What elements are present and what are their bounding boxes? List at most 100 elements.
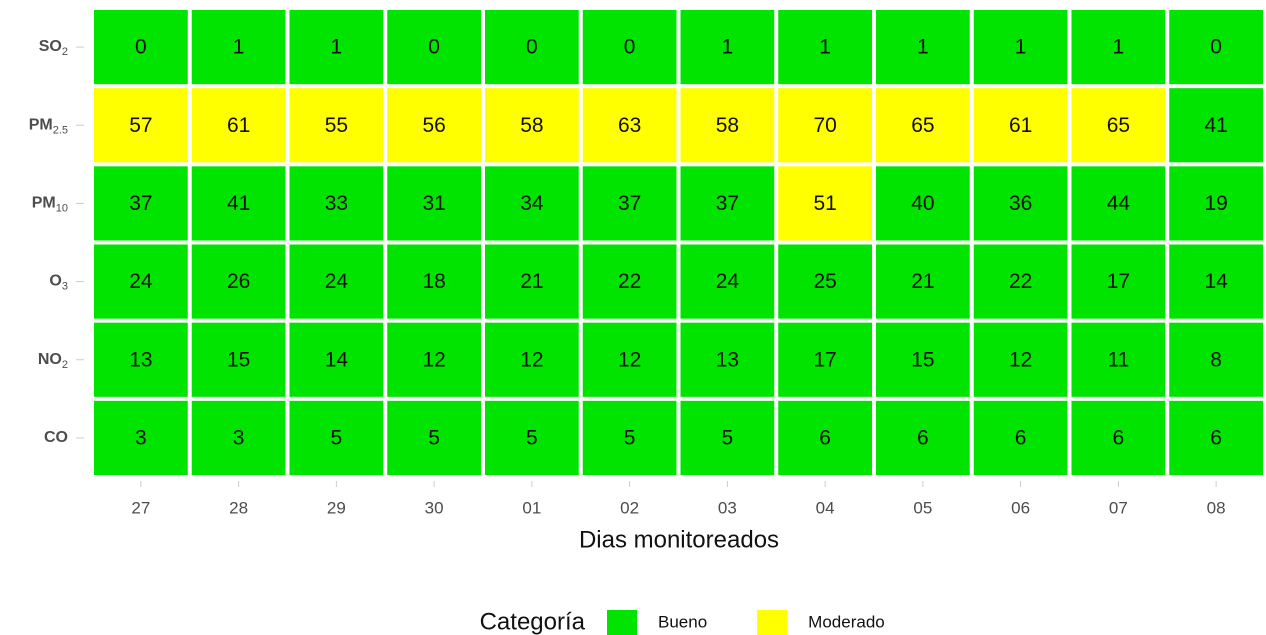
cell-value: 17	[1107, 270, 1130, 293]
cell-value: 1	[1015, 36, 1027, 59]
heatmap-cell	[582, 10, 677, 85]
legend-swatch	[757, 610, 788, 635]
cell-value: 8	[1210, 348, 1222, 371]
heatmap-cell	[680, 322, 775, 397]
heatmap-cell	[94, 244, 188, 319]
heatmap-cell	[387, 166, 481, 241]
cell-value: 5	[526, 426, 538, 449]
heatmap-cell	[485, 166, 579, 241]
cell-value: 41	[1204, 114, 1227, 137]
cell-value: 5	[722, 426, 734, 449]
cell-value: 13	[716, 348, 739, 371]
cell-value: 37	[129, 192, 152, 215]
cell-value: 37	[618, 192, 641, 215]
x-tick-label: 01	[522, 498, 541, 517]
legend-label: Moderado	[808, 612, 885, 631]
y-label-sub: 3	[62, 280, 68, 292]
y-tick-label: CO	[44, 429, 68, 446]
heatmap-cell	[778, 400, 872, 475]
cell-value: 1	[819, 36, 831, 59]
y-label-main: CO	[44, 429, 68, 446]
heatmap-cell	[778, 244, 872, 319]
legend-label: Bueno	[658, 612, 707, 631]
y-label-main: PM	[32, 195, 56, 212]
cell-value: 1	[331, 36, 343, 59]
cell-value: 40	[911, 192, 934, 215]
y-label-main: SO	[39, 38, 62, 55]
x-tick-label: 05	[913, 498, 932, 517]
heatmap-cell	[778, 10, 872, 85]
cell-value: 18	[422, 270, 445, 293]
x-tick-label: 27	[131, 498, 150, 517]
heatmap-cell	[582, 166, 677, 241]
y-tick-label: NO2	[38, 351, 68, 371]
x-tick-label: 03	[718, 498, 737, 517]
cell-value: 1	[917, 36, 929, 59]
cell-value: 15	[911, 348, 934, 371]
heatmap-cell	[289, 10, 384, 85]
cell-value: 0	[135, 36, 147, 59]
heatmap-cell	[876, 166, 970, 241]
heatmap-cell	[387, 10, 481, 85]
y-label-main: O	[49, 273, 61, 290]
cell-value: 3	[233, 426, 245, 449]
heatmap-cell	[973, 322, 1068, 397]
heatmap-cell	[973, 244, 1068, 319]
cell-value: 24	[716, 270, 740, 293]
x-tick-label: 30	[425, 498, 444, 517]
heatmap-cell	[485, 400, 579, 475]
heatmap-cell	[582, 244, 677, 319]
cell-value: 6	[1113, 426, 1125, 449]
heatmap-cell	[680, 400, 775, 475]
legend-title: Categoría	[480, 608, 586, 635]
cell-value: 63	[618, 114, 641, 137]
heatmap-cell	[876, 400, 970, 475]
heatmap-cell	[94, 10, 188, 85]
cell-value: 24	[129, 270, 153, 293]
heatmap-cell	[1169, 322, 1263, 397]
heatmap-cell	[289, 166, 384, 241]
cell-value: 13	[129, 348, 152, 371]
cell-value: 1	[722, 36, 734, 59]
heatmap-cell	[778, 322, 872, 397]
x-tick-label: 04	[816, 498, 835, 517]
heatmap-cell	[1169, 10, 1263, 85]
cell-value: 6	[1015, 426, 1027, 449]
y-label-sub: 2	[62, 46, 68, 58]
heatmap-cell	[876, 88, 970, 163]
heatmap-cell	[778, 166, 872, 241]
heatmap-cell	[191, 166, 286, 241]
y-tick-label: PM10	[32, 195, 68, 215]
cell-value: 22	[1009, 270, 1032, 293]
cell-value: 12	[1009, 348, 1032, 371]
cell-value: 6	[819, 426, 831, 449]
heatmap-cell	[1071, 10, 1166, 85]
cell-value: 12	[618, 348, 641, 371]
heatmap-cell	[1071, 400, 1166, 475]
y-tick-label: PM2.5	[29, 116, 68, 136]
heatmap-cell	[1169, 400, 1263, 475]
heatmap-cell	[387, 244, 481, 319]
cell-value: 3	[135, 426, 147, 449]
cell-value: 58	[716, 114, 739, 137]
heatmap-cell	[1169, 88, 1263, 163]
heatmap-cell	[680, 166, 775, 241]
heatmap-cell	[973, 88, 1068, 163]
heatmap-cell	[876, 244, 970, 319]
heatmap-cell	[1071, 166, 1166, 241]
y-label-sub: 2.5	[53, 124, 68, 136]
cell-value: 70	[813, 114, 836, 137]
cell-value: 0	[428, 36, 440, 59]
cell-value: 58	[520, 114, 543, 137]
heatmap-cell	[1169, 244, 1263, 319]
heatmap-cell	[387, 322, 481, 397]
x-tick-label: 28	[229, 498, 248, 517]
x-tick-label: 02	[620, 498, 639, 517]
heatmap-cell	[1071, 322, 1166, 397]
heatmap-cell	[680, 10, 775, 85]
heatmap-cell	[680, 88, 775, 163]
cell-value: 0	[526, 36, 538, 59]
cell-value: 33	[325, 192, 348, 215]
heatmap-cell	[680, 244, 775, 319]
